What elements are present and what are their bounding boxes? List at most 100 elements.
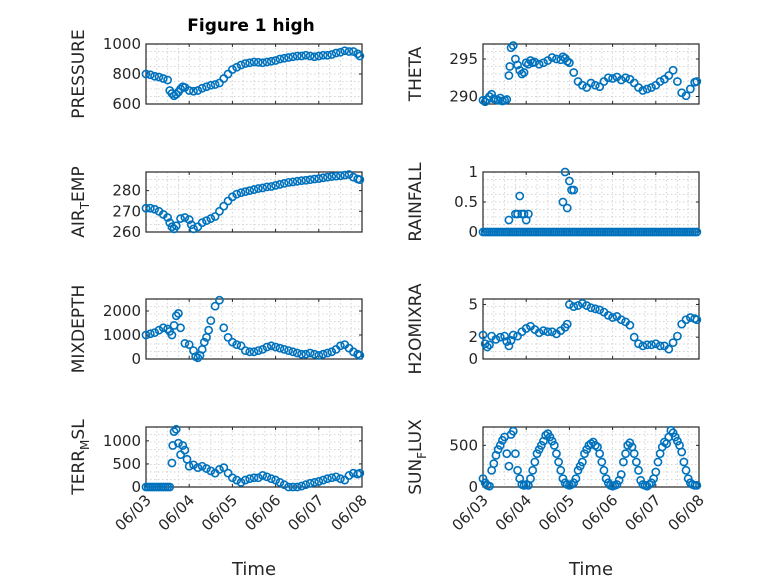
data-point	[631, 457, 641, 467]
data-point	[279, 178, 289, 188]
data-point	[154, 325, 164, 335]
data-point	[258, 471, 268, 480]
data-point	[253, 184, 263, 193]
data-point	[327, 347, 337, 357]
x-axis-label: Time	[568, 559, 613, 580]
data-point	[240, 475, 250, 485]
data-point	[651, 467, 661, 477]
data-point	[539, 58, 548, 68]
data-point	[232, 475, 242, 485]
data-point	[539, 326, 548, 336]
data-point	[171, 89, 181, 99]
data-point	[668, 338, 678, 348]
data-point	[595, 305, 605, 315]
data-point	[249, 347, 259, 357]
data-point	[215, 465, 224, 474]
data-point	[565, 176, 574, 186]
data-point	[668, 65, 678, 75]
data-point	[536, 440, 546, 450]
data-point	[227, 473, 237, 483]
data-point	[681, 91, 691, 101]
x-tick-label: 06/06	[578, 491, 621, 534]
data-point	[603, 310, 613, 320]
data-point	[504, 341, 514, 351]
data-point	[504, 71, 514, 80]
data-point	[590, 304, 600, 314]
data-point	[482, 342, 492, 352]
data-point	[219, 323, 229, 333]
data-point	[275, 477, 285, 487]
data-point	[288, 177, 298, 187]
data-point	[515, 191, 525, 201]
data-point	[158, 74, 168, 83]
data-point	[297, 176, 306, 186]
data-point	[344, 170, 354, 179]
data-point	[297, 481, 306, 491]
data-point	[206, 214, 216, 223]
data-point	[586, 303, 596, 313]
data-point	[240, 59, 250, 68]
data-point	[197, 218, 207, 228]
data-point	[532, 449, 542, 459]
x-tick-label: 06/08	[328, 491, 371, 534]
data-point	[271, 475, 280, 485]
data-point	[629, 78, 639, 88]
data-point	[495, 332, 505, 342]
data-point	[485, 481, 494, 491]
data-point	[167, 458, 177, 468]
y-tick-label: 0	[131, 478, 141, 496]
data-point	[292, 482, 302, 492]
data-point	[178, 441, 188, 450]
data-point	[163, 324, 172, 334]
data-point	[150, 71, 160, 81]
data-point	[275, 180, 285, 189]
data-point	[184, 86, 194, 95]
data-point	[266, 56, 276, 66]
data-point	[692, 227, 702, 237]
data-point	[262, 57, 272, 67]
data-point	[660, 437, 669, 447]
data-point	[647, 340, 656, 350]
data-point	[505, 62, 515, 71]
data-point	[340, 46, 350, 56]
data-point	[625, 320, 635, 330]
data-point	[355, 350, 365, 360]
data-point	[171, 424, 181, 434]
data-point	[279, 53, 289, 63]
data-point	[619, 457, 628, 467]
data-point	[197, 461, 207, 471]
data-point	[500, 331, 509, 341]
data-point	[327, 172, 337, 181]
data-point	[245, 58, 255, 68]
data-point	[673, 331, 682, 341]
x-tick-label: 06/06	[241, 491, 284, 534]
y-tick-label: 295	[449, 50, 478, 68]
data-point	[543, 327, 553, 337]
data-point	[292, 176, 302, 186]
data-point	[301, 349, 311, 359]
y-tick-label: 5	[468, 295, 478, 313]
data-point	[513, 60, 522, 70]
data-point	[554, 457, 563, 467]
data-point	[616, 470, 626, 479]
data-point	[478, 330, 488, 340]
x-tick-label: 06/07	[621, 491, 664, 534]
data-point	[547, 327, 557, 337]
data-point	[258, 58, 268, 68]
y-tick-label: 1	[468, 163, 478, 181]
data-point	[223, 332, 233, 342]
data-point	[284, 482, 293, 492]
data-point	[664, 344, 674, 354]
subplot-h2omixra: 0 2 5 H2OMIXRA	[406, 283, 702, 375]
data-point	[355, 468, 365, 478]
axes-box	[145, 171, 363, 233]
data-point	[171, 311, 181, 321]
data-point	[629, 449, 639, 459]
data-point	[305, 478, 315, 488]
data-point	[210, 212, 220, 221]
subplot-rainfall: 0 0.5 1 RAINFALL	[406, 162, 702, 242]
data-point	[180, 445, 190, 455]
data-point	[506, 43, 516, 53]
data-point	[180, 213, 190, 222]
